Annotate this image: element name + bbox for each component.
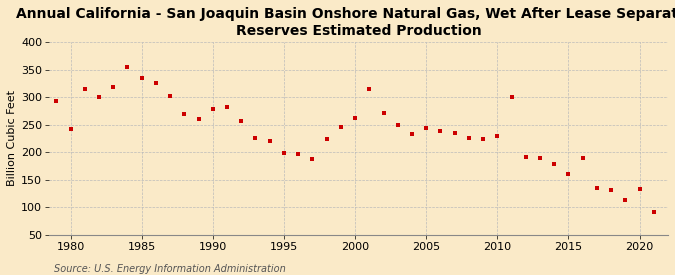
Point	[549, 162, 560, 166]
Point	[279, 151, 290, 155]
Point	[122, 65, 133, 69]
Point	[492, 133, 503, 138]
Point	[65, 127, 76, 131]
Point	[649, 209, 659, 214]
Point	[378, 110, 389, 115]
Point	[364, 87, 375, 91]
Y-axis label: Billion Cubic Feet: Billion Cubic Feet	[7, 90, 17, 186]
Point	[605, 187, 616, 192]
Point	[563, 172, 574, 176]
Point	[577, 155, 588, 160]
Point	[51, 99, 61, 103]
Point	[335, 125, 346, 129]
Point	[478, 137, 489, 142]
Point	[80, 87, 90, 91]
Point	[179, 111, 190, 116]
Point	[350, 115, 360, 120]
Point	[321, 137, 332, 141]
Point	[151, 81, 161, 86]
Point	[165, 94, 176, 98]
Point	[108, 85, 119, 89]
Point	[307, 157, 318, 161]
Point	[293, 152, 304, 156]
Point	[236, 119, 246, 123]
Point	[634, 187, 645, 191]
Point	[591, 186, 602, 190]
Point	[520, 154, 531, 159]
Point	[450, 131, 460, 135]
Point	[506, 95, 517, 99]
Point	[207, 107, 218, 111]
Point	[392, 123, 403, 127]
Point	[221, 104, 232, 109]
Text: Source: U.S. Energy Information Administration: Source: U.S. Energy Information Administ…	[54, 264, 286, 274]
Point	[265, 139, 275, 143]
Point	[464, 136, 475, 141]
Point	[136, 76, 147, 80]
Point	[620, 198, 630, 202]
Point	[250, 136, 261, 141]
Point	[94, 95, 105, 99]
Point	[435, 129, 446, 133]
Point	[421, 126, 431, 130]
Title: Annual California - San Joaquin Basin Onshore Natural Gas, Wet After Lease Separ: Annual California - San Joaquin Basin On…	[16, 7, 675, 38]
Point	[535, 155, 545, 160]
Point	[193, 117, 204, 121]
Point	[406, 132, 417, 136]
